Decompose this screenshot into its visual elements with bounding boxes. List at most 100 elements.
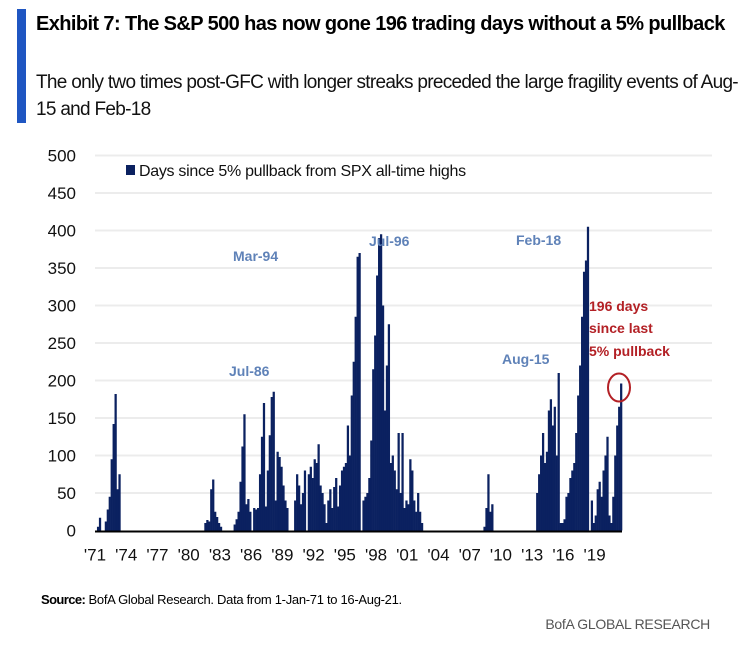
exhibit-subtitle: The only two times post-GFC with longer … xyxy=(36,72,739,120)
bar xyxy=(301,493,305,531)
x-tick-label: '77 xyxy=(146,546,168,565)
bar xyxy=(278,457,281,531)
bar xyxy=(255,509,258,531)
bar-chart: 0 50 100 150 200 250 300 350 400 450 500 '71 '74 '77… xyxy=(48,147,712,565)
bar xyxy=(286,508,289,531)
y-tick-label: 450 xyxy=(48,184,76,203)
annotations: Jul-86 Mar-94 Jul-96 Aug-15 Feb-18 196 days si… xyxy=(229,232,670,403)
bar xyxy=(276,451,279,531)
bar xyxy=(604,455,607,531)
bar xyxy=(401,433,404,531)
bar xyxy=(335,478,338,531)
bar xyxy=(98,517,102,531)
y-tick-label: 400 xyxy=(48,222,76,241)
bar xyxy=(354,316,357,531)
bar xyxy=(264,506,268,531)
bar xyxy=(247,499,250,531)
bar xyxy=(268,435,271,531)
bar xyxy=(323,504,326,531)
bar xyxy=(245,504,248,531)
x-axis-ticks: '71 '74 '77 '80 '83 '86 '89 '92 '95 '98 '01 '04 '07 '… xyxy=(84,546,606,565)
bar xyxy=(358,253,361,531)
y-tick-label: 100 xyxy=(48,447,76,466)
bar xyxy=(243,414,246,531)
bar xyxy=(592,523,595,531)
bar xyxy=(297,485,301,531)
bar xyxy=(114,394,117,531)
bar xyxy=(557,373,560,531)
bar xyxy=(393,470,396,531)
bar xyxy=(342,466,346,531)
annotation-label: Mar-94 xyxy=(233,248,278,264)
bar xyxy=(536,493,539,531)
bar xyxy=(590,500,594,531)
bar xyxy=(596,489,599,531)
bar xyxy=(616,425,619,531)
x-tick-label: '07 xyxy=(459,546,481,565)
bar xyxy=(618,406,621,531)
y-tick-label: 500 xyxy=(48,147,76,166)
bar xyxy=(391,455,394,531)
bar xyxy=(284,500,287,531)
bar xyxy=(370,440,373,531)
bar xyxy=(411,470,414,531)
bar xyxy=(315,463,318,531)
bar xyxy=(327,500,330,531)
bar xyxy=(549,399,553,531)
bar xyxy=(212,479,215,531)
bar xyxy=(577,395,580,531)
bar xyxy=(280,466,283,531)
highlight-circle xyxy=(607,372,631,403)
bar xyxy=(420,523,424,531)
bar xyxy=(491,504,494,531)
bar xyxy=(581,316,584,531)
bar xyxy=(547,410,551,531)
bar xyxy=(389,463,392,531)
bar xyxy=(112,424,115,531)
bar xyxy=(260,436,264,531)
x-tick-label: '71 xyxy=(84,546,106,565)
bar xyxy=(110,459,113,531)
bar xyxy=(340,470,344,531)
bar xyxy=(614,455,617,531)
bar xyxy=(104,521,108,531)
y-tick-label: 300 xyxy=(48,297,76,316)
bar xyxy=(602,470,605,531)
bar xyxy=(575,433,578,531)
bar xyxy=(419,511,422,531)
x-tick-label: '80 xyxy=(178,546,200,565)
gridlines xyxy=(95,154,712,494)
x-tick-label: '98 xyxy=(365,546,387,565)
bar xyxy=(325,523,328,531)
brand-footer: BofA GLOBAL RESEARCH xyxy=(545,616,710,632)
bar xyxy=(204,523,207,531)
bar xyxy=(378,238,381,531)
bar xyxy=(362,500,365,531)
y-tick-label: 150 xyxy=(48,409,76,428)
annotation-label: Feb-18 xyxy=(516,232,561,248)
bar xyxy=(594,515,597,531)
bar xyxy=(333,487,336,531)
annotation-label: 196 days xyxy=(589,298,648,314)
bar xyxy=(317,444,320,531)
bar xyxy=(545,451,549,531)
bar xyxy=(319,485,322,531)
annotation-label: Jul-86 xyxy=(229,363,270,379)
bar xyxy=(407,504,410,531)
bar xyxy=(610,523,613,531)
x-tick-label: '74 xyxy=(115,546,137,565)
bar xyxy=(540,455,543,531)
x-tick-label: '16 xyxy=(552,546,574,565)
bar xyxy=(116,489,119,531)
bar xyxy=(210,489,213,531)
bar xyxy=(257,508,260,531)
bar xyxy=(307,474,311,531)
bar xyxy=(338,485,342,531)
bar xyxy=(399,493,402,531)
accent-bar xyxy=(17,9,26,123)
bar xyxy=(96,526,100,531)
bar xyxy=(586,226,590,531)
x-tick-label: '13 xyxy=(521,546,543,565)
legend-swatch xyxy=(126,165,135,175)
bar xyxy=(311,478,314,531)
